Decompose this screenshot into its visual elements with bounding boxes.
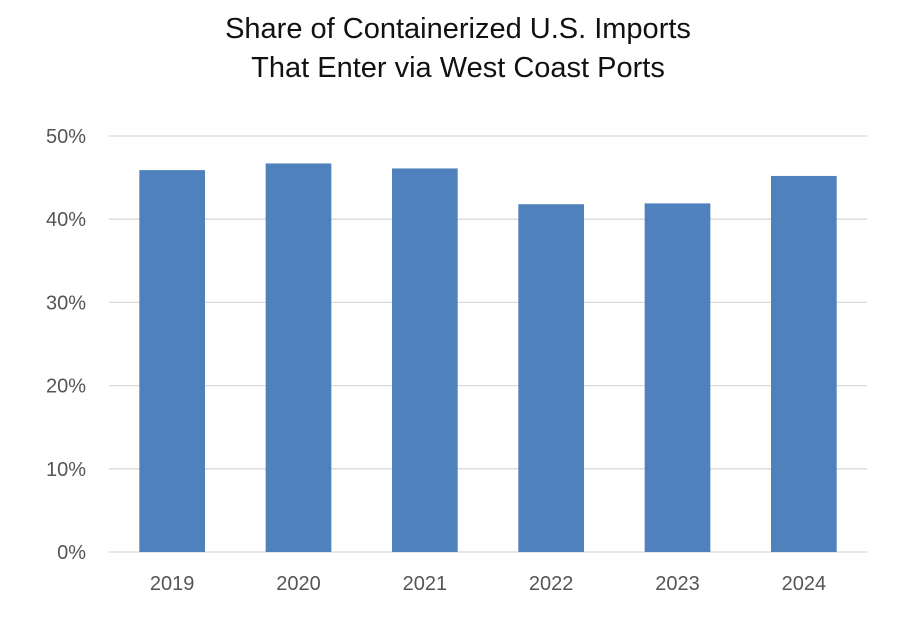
bar (391, 168, 458, 552)
x-tick-label: 2022 (529, 573, 574, 595)
bar (644, 203, 711, 552)
x-tick-label: 2024 (782, 573, 827, 595)
x-tick-label: 2023 (655, 573, 700, 595)
bar (770, 175, 837, 552)
bar (518, 204, 585, 552)
y-tick-label: 20% (46, 376, 86, 398)
y-tick-label: 0% (57, 542, 86, 564)
y-tick-label: 10% (46, 459, 86, 481)
y-tick-label: 30% (46, 292, 86, 314)
chart-title-line-2: That Enter via West Coast Ports (251, 52, 665, 84)
x-tick-label: 2021 (403, 573, 448, 595)
x-tick-label: 2020 (276, 573, 321, 595)
bar (265, 163, 332, 552)
x-tick-label: 2019 (150, 573, 195, 595)
chart-title-line-1: Share of Containerized U.S. Imports (225, 13, 691, 45)
y-tick-label: 50% (46, 126, 86, 148)
bar (139, 170, 206, 552)
chart-title: Share of Containerized U.S. Imports That… (0, 10, 916, 88)
y-tick-label: 40% (46, 209, 86, 231)
